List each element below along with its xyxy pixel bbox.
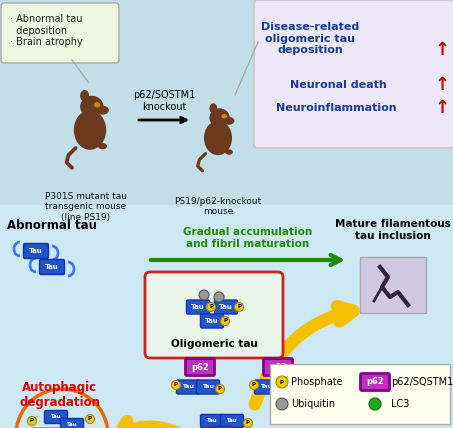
FancyBboxPatch shape — [185, 359, 215, 375]
Text: p62: p62 — [269, 363, 287, 372]
Text: Tau: Tau — [202, 384, 214, 389]
FancyBboxPatch shape — [255, 380, 278, 394]
FancyBboxPatch shape — [211, 426, 233, 428]
Text: Tau: Tau — [260, 384, 272, 389]
FancyBboxPatch shape — [39, 259, 64, 274]
Text: p62/SQSTM1
knockout: p62/SQSTM1 knockout — [133, 90, 195, 112]
Circle shape — [276, 376, 288, 388]
FancyBboxPatch shape — [221, 414, 244, 428]
Text: ↑: ↑ — [434, 41, 449, 59]
FancyBboxPatch shape — [361, 374, 390, 390]
Circle shape — [216, 384, 225, 393]
Ellipse shape — [204, 121, 232, 155]
FancyBboxPatch shape — [197, 380, 220, 394]
FancyBboxPatch shape — [1, 3, 119, 63]
Text: P: P — [237, 304, 241, 309]
Text: Tau: Tau — [226, 419, 237, 423]
Text: Tau: Tau — [67, 422, 77, 428]
Text: P: P — [246, 420, 250, 425]
Text: Tau: Tau — [191, 304, 205, 310]
Text: Oligomeric tau: Oligomeric tau — [171, 339, 257, 349]
Ellipse shape — [209, 108, 230, 127]
Ellipse shape — [222, 114, 227, 119]
Text: Tau: Tau — [207, 419, 217, 423]
Ellipse shape — [94, 102, 101, 107]
FancyBboxPatch shape — [201, 314, 223, 328]
Text: p62: p62 — [191, 363, 209, 372]
Text: Tau: Tau — [51, 414, 61, 419]
Circle shape — [199, 290, 209, 300]
Text: p62/SQSTM1: p62/SQSTM1 — [391, 377, 453, 387]
Text: Autophagic
degradation: Autophagic degradation — [19, 381, 101, 409]
FancyBboxPatch shape — [187, 300, 209, 314]
Circle shape — [221, 316, 230, 326]
FancyArrowPatch shape — [255, 306, 353, 404]
FancyBboxPatch shape — [201, 414, 223, 428]
Ellipse shape — [98, 143, 107, 149]
FancyBboxPatch shape — [254, 0, 453, 148]
Text: P: P — [252, 383, 256, 387]
FancyBboxPatch shape — [270, 364, 450, 424]
Circle shape — [86, 414, 95, 423]
Text: PS19/p62-knockout
mouse: PS19/p62-knockout mouse — [174, 197, 262, 217]
Circle shape — [172, 380, 180, 389]
Text: Abnormal tau: Abnormal tau — [7, 219, 97, 232]
Circle shape — [369, 398, 381, 410]
Circle shape — [244, 419, 252, 428]
Text: Packaging: Packaging — [318, 366, 386, 380]
Circle shape — [276, 398, 288, 410]
Text: Tau: Tau — [205, 318, 219, 324]
Text: Tau: Tau — [182, 384, 194, 389]
Text: P: P — [30, 419, 34, 423]
FancyBboxPatch shape — [44, 410, 67, 423]
Circle shape — [28, 416, 37, 425]
Ellipse shape — [209, 103, 217, 113]
Text: P: P — [223, 318, 227, 324]
Ellipse shape — [223, 117, 234, 125]
Text: Gradual accumulation
and fibril maturation: Gradual accumulation and fibril maturati… — [183, 227, 313, 249]
FancyBboxPatch shape — [264, 359, 293, 375]
Text: · Abnormal tau
  deposition
· Brain atrophy: · Abnormal tau deposition · Brain atroph… — [10, 14, 83, 47]
Text: Ubiquitin: Ubiquitin — [291, 399, 335, 409]
Text: ↑: ↑ — [434, 76, 449, 94]
FancyBboxPatch shape — [177, 380, 199, 394]
Circle shape — [207, 303, 216, 312]
FancyBboxPatch shape — [215, 300, 237, 314]
Text: Tau: Tau — [29, 248, 43, 254]
Text: LC3: LC3 — [391, 399, 410, 409]
FancyBboxPatch shape — [61, 419, 83, 428]
Text: Mature filamentous
tau inclusion: Mature filamentous tau inclusion — [335, 219, 451, 241]
FancyBboxPatch shape — [0, 205, 453, 428]
FancyArrowPatch shape — [118, 421, 200, 428]
Text: Phosphate: Phosphate — [291, 377, 342, 387]
Text: p62: p62 — [366, 377, 384, 386]
Text: P: P — [174, 383, 178, 387]
Text: Tau: Tau — [45, 264, 59, 270]
Text: P: P — [88, 416, 92, 422]
Circle shape — [214, 292, 224, 302]
Text: P: P — [209, 304, 213, 309]
Ellipse shape — [225, 149, 233, 155]
Text: P: P — [218, 386, 222, 392]
Text: ↑: ↑ — [434, 99, 449, 117]
Text: Tau: Tau — [219, 304, 233, 310]
Text: Neuronal death: Neuronal death — [290, 80, 387, 90]
Circle shape — [250, 380, 259, 389]
FancyBboxPatch shape — [24, 244, 48, 259]
FancyBboxPatch shape — [360, 257, 426, 313]
Circle shape — [235, 303, 244, 312]
Ellipse shape — [96, 106, 109, 115]
FancyBboxPatch shape — [275, 380, 298, 394]
Text: Neuroinflammation: Neuroinflammation — [276, 103, 397, 113]
Text: Tau: Tau — [280, 384, 292, 389]
FancyBboxPatch shape — [0, 0, 453, 205]
Ellipse shape — [80, 90, 89, 102]
Text: P: P — [280, 380, 284, 384]
Circle shape — [294, 384, 303, 393]
Text: Disease-related
oligomeric tau
deposition: Disease-related oligomeric tau depositio… — [261, 22, 359, 55]
Ellipse shape — [74, 110, 106, 150]
FancyBboxPatch shape — [145, 272, 283, 358]
Text: P301S mutant tau
transgenic mouse
(line PS19): P301S mutant tau transgenic mouse (line … — [45, 192, 127, 222]
Ellipse shape — [80, 96, 103, 117]
